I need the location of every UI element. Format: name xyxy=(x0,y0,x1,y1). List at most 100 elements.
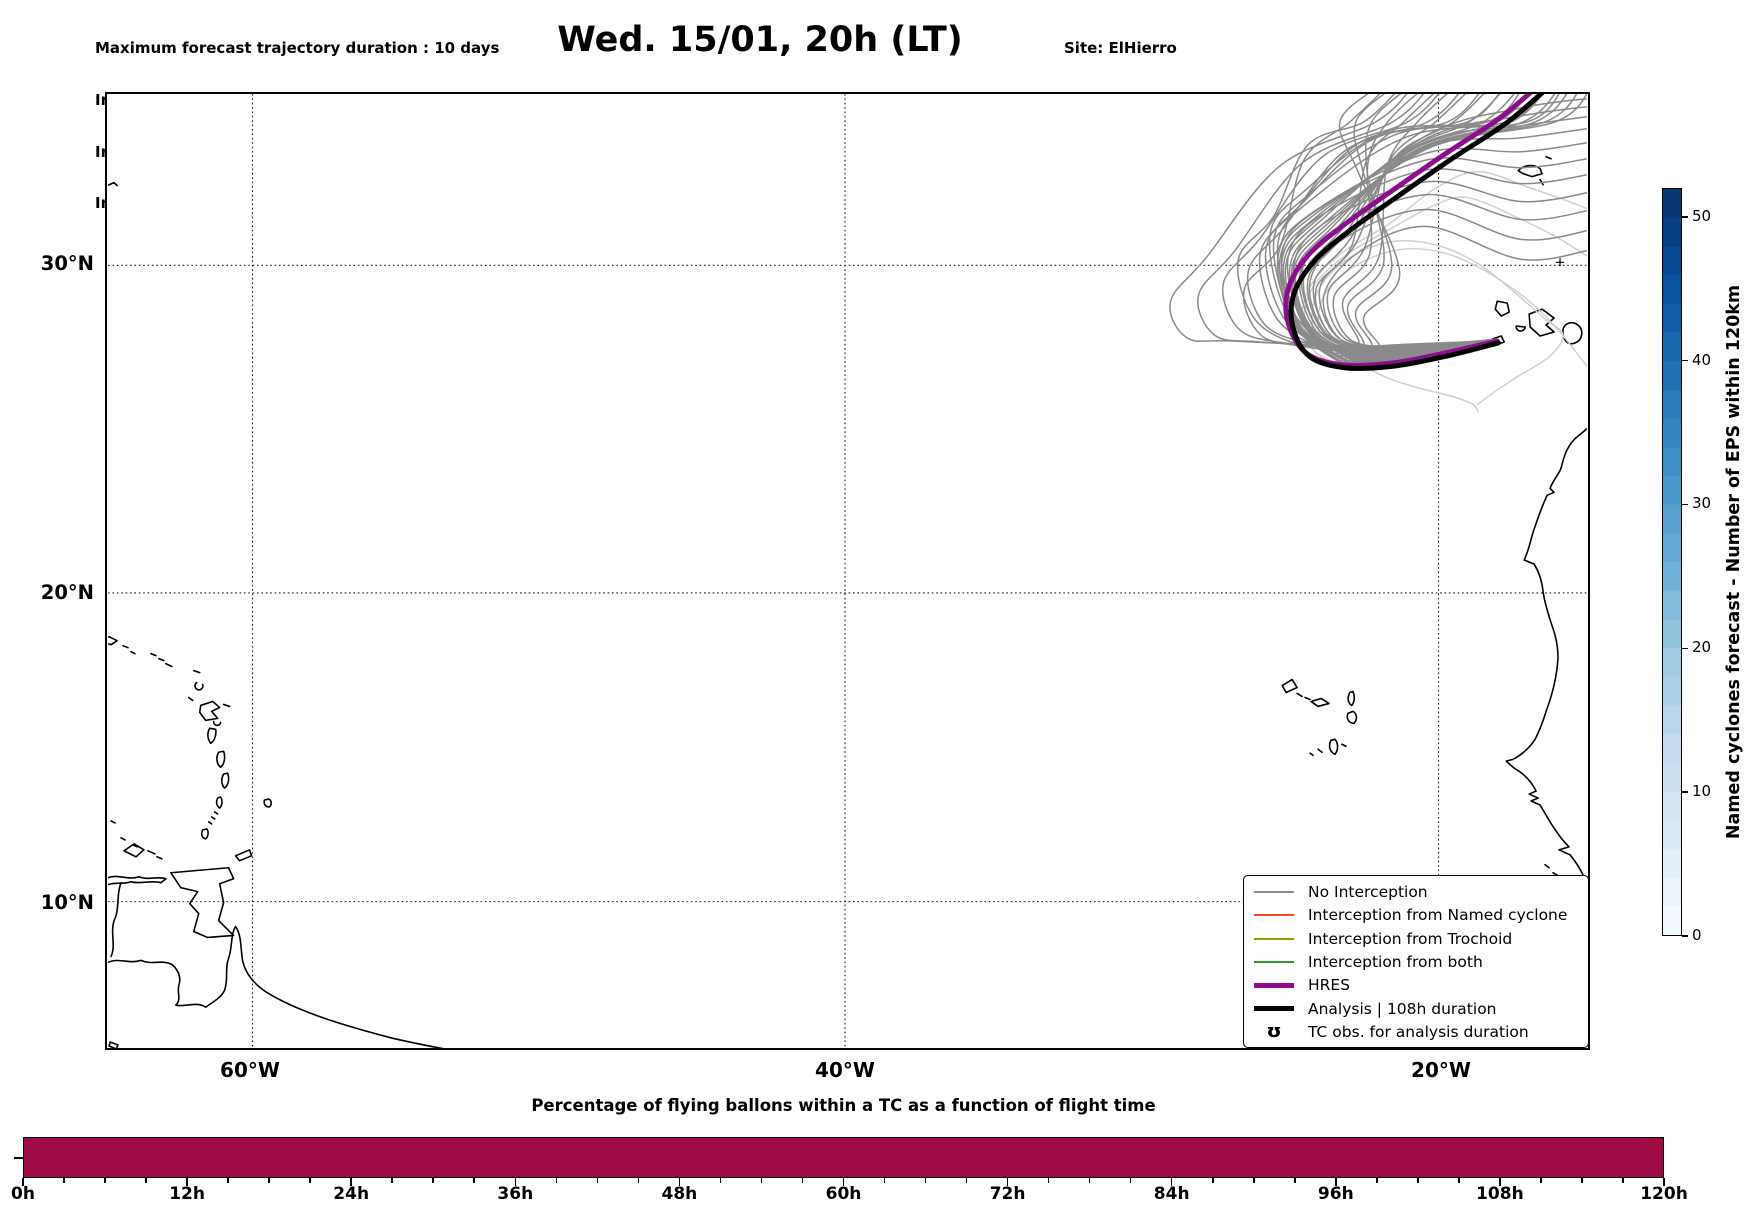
trajectory-eps-35 xyxy=(1169,94,1498,347)
legend-item-4: HRES xyxy=(1252,974,1580,996)
colorbar-tick-40 xyxy=(1682,359,1688,362)
x-minor-tick xyxy=(309,1178,311,1183)
x-tick-label-60h: 60h xyxy=(825,1184,862,1204)
x-major-tick xyxy=(514,1178,517,1186)
bar-segment-2 xyxy=(351,1138,516,1177)
x-minor-tick xyxy=(1417,1178,1419,1183)
bar-chart-title: Percentage of flying ballons within a TC… xyxy=(531,1096,1156,1115)
x-minor-tick xyxy=(1047,1178,1050,1183)
x-minor-tick xyxy=(924,1178,927,1183)
x-major-tick xyxy=(678,1178,681,1186)
x-major-tick xyxy=(186,1178,188,1186)
x-minor-tick xyxy=(596,1178,599,1183)
colorbar-tick-0 xyxy=(1682,935,1688,937)
x-minor-tick xyxy=(63,1178,65,1183)
colorbar-label: Named cyclones forecast - Number of EPS … xyxy=(1724,284,1744,840)
site-text: Site: ElHierro xyxy=(1064,39,1177,58)
x-tick-label-12h: 12h xyxy=(169,1184,205,1204)
bar-segment-3 xyxy=(515,1138,680,1177)
x-minor-tick xyxy=(883,1178,886,1183)
coastline-7 xyxy=(110,820,163,860)
trajectory-eps-33 xyxy=(1221,94,1498,349)
x-tick-label-84h: 84h xyxy=(1153,1184,1190,1204)
legend-item-label: No Interception xyxy=(1308,883,1428,901)
coastline-2 xyxy=(108,875,167,886)
legend-item-6: ʊ TC obs. for analysis duration xyxy=(1252,1021,1580,1043)
legend-item-label: Interception from Trochoid xyxy=(1308,929,1513,948)
legend-line-sample xyxy=(1254,1006,1294,1012)
map-canvas xyxy=(108,94,1587,1048)
x-major-tick xyxy=(1335,1178,1337,1186)
bar-segment-8 xyxy=(1335,1138,1500,1177)
x-major-tick xyxy=(1663,1178,1665,1186)
legend-line-sample xyxy=(1254,891,1294,893)
legend-line-sample xyxy=(1254,982,1294,988)
trajectory-eps-29 xyxy=(1268,94,1520,364)
x-tick-label-120h: 120h xyxy=(1640,1184,1688,1204)
colorbar-tick-20 xyxy=(1682,647,1688,650)
x-minor-tick xyxy=(227,1178,229,1183)
x-minor-tick xyxy=(1376,1178,1378,1183)
x-major-tick xyxy=(1170,1178,1173,1186)
lat-label-30n: 30°N xyxy=(40,252,94,275)
colorbar-tick-label: 0 xyxy=(1692,926,1702,944)
bar-segment-7 xyxy=(1171,1138,1336,1177)
plus-marker xyxy=(1556,258,1564,267)
x-major-tick xyxy=(1499,1178,1501,1186)
x-minor-tick xyxy=(760,1178,763,1183)
trajectory-eps-31 xyxy=(1258,94,1498,355)
colorbar-tick-label: 40 xyxy=(1692,350,1712,369)
legend-item-label: Interception from both xyxy=(1308,952,1483,971)
coastline-0 xyxy=(1505,427,1587,890)
lon-label-40w: 40°W xyxy=(815,1058,875,1082)
x-tick-label-0h: 0h xyxy=(11,1184,35,1204)
x-minor-tick xyxy=(1129,1178,1132,1183)
x-minor-tick xyxy=(1252,1178,1255,1183)
x-minor-tick xyxy=(391,1178,394,1183)
trajectory-eps-32 xyxy=(1246,94,1498,350)
lon-label-60w: 60°W xyxy=(220,1058,280,1082)
coastline-3 xyxy=(110,881,122,958)
x-tick-label-48h: 48h xyxy=(661,1184,698,1204)
colorbar-tick-label: 10 xyxy=(1692,782,1712,801)
legend-item-1: Interception from Named cyclone xyxy=(1252,904,1580,926)
colorbar-tick-10 xyxy=(1682,791,1688,793)
colorbar-tick-label: 20 xyxy=(1692,638,1712,657)
x-minor-tick xyxy=(268,1178,270,1183)
x-major-tick xyxy=(350,1178,352,1186)
colorbar-tick-30 xyxy=(1682,503,1688,506)
x-minor-tick xyxy=(1540,1178,1542,1183)
x-tick-label-24h: 24h xyxy=(333,1184,370,1204)
legend-item-2: Interception from Trochoid xyxy=(1252,928,1580,950)
coastline-6 xyxy=(234,849,253,862)
page-title: Wed. 15/01, 20h (LT) xyxy=(557,20,963,60)
lat-label-10n: 10°N xyxy=(40,891,94,914)
coastline-4 xyxy=(108,925,444,1048)
lat-label-20n: 20°N xyxy=(40,581,94,604)
x-minor-tick xyxy=(555,1178,558,1183)
trajectory-eps-27 xyxy=(1276,94,1560,359)
tc-cyclone-icon: ʊ xyxy=(1266,1021,1282,1043)
trajectory-eps-25 xyxy=(1308,208,1587,358)
legend-item-label: Interception from Named cyclone xyxy=(1308,906,1568,925)
legend-line-sample xyxy=(1254,937,1294,940)
x-minor-tick xyxy=(473,1178,476,1183)
x-tick-label-36h: 36h xyxy=(497,1184,534,1204)
bar-chart-ytick xyxy=(14,1157,23,1159)
x-tick-label-108h: 108h xyxy=(1476,1184,1524,1204)
colorbar-tick-label: 50 xyxy=(1692,206,1712,225)
trajectory-eps-36 xyxy=(1236,94,1498,351)
max-duration-text: Maximum forecast trajectory duration : 1… xyxy=(95,39,500,58)
legend-item-5: Analysis | 108h duration xyxy=(1252,998,1580,1020)
x-minor-tick xyxy=(145,1178,147,1183)
x-minor-tick xyxy=(637,1178,640,1183)
x-major-tick xyxy=(842,1178,845,1186)
legend-line-sample xyxy=(1254,914,1294,917)
colorbar-tick-label: 30 xyxy=(1692,494,1712,513)
trajectory-analysis xyxy=(1288,94,1545,371)
x-major-tick xyxy=(1006,1178,1009,1186)
legend-line-sample xyxy=(1254,960,1294,963)
x-major-tick xyxy=(22,1178,24,1186)
legend-item-label: TC obs. for analysis duration xyxy=(1308,1022,1529,1041)
